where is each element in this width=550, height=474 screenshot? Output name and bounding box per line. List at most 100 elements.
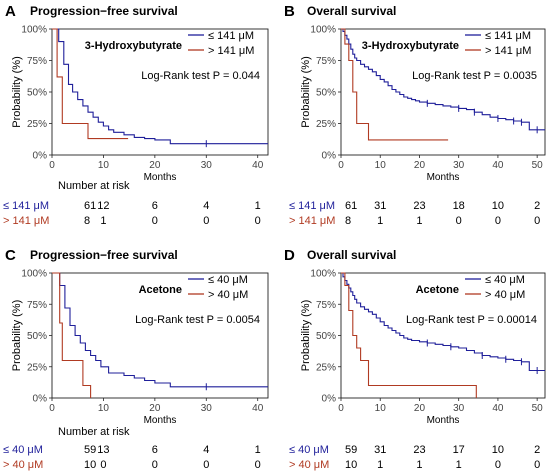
x-tick-label: 0 <box>338 403 344 414</box>
risk-row-label: > 141 μM <box>289 215 335 227</box>
risk-count: 8 <box>345 215 351 227</box>
risk-table-title: Number at risk <box>58 426 130 438</box>
risk-count: 59 <box>345 444 357 456</box>
risk-count: 1 <box>377 215 383 227</box>
risk-count: 13 <box>97 444 109 456</box>
panel-a: A Progression−free survival0%25%50%75%100… <box>3 3 269 227</box>
x-tick-label: 20 <box>414 160 426 171</box>
risk-row-label: ≤ 141 μM <box>3 200 49 212</box>
x-axis-label: Months <box>427 172 460 183</box>
risk-row-label: ≤ 40 μM <box>3 444 43 456</box>
y-tick-label: 100% <box>21 25 47 36</box>
metabolite-label: Acetone <box>416 284 459 296</box>
y-tick-label: 100% <box>21 269 47 280</box>
y-tick-label: 75% <box>27 300 47 311</box>
risk-count: 61 <box>84 200 96 212</box>
y-tick-label: 50% <box>316 88 336 99</box>
risk-count: 59 <box>84 444 96 456</box>
risk-count: 1 <box>416 215 422 227</box>
risk-count: 10 <box>84 459 96 471</box>
risk-count: 23 <box>413 444 425 456</box>
risk-count: 2 <box>534 444 540 456</box>
x-tick-label: 20 <box>414 403 426 414</box>
y-tick-label: 0% <box>33 394 48 405</box>
risk-count: 0 <box>255 459 261 471</box>
panel-title: Overall survival <box>307 4 396 18</box>
y-tick-label: 25% <box>316 119 336 130</box>
x-axis-label: Months <box>427 415 460 426</box>
risk-count: 1 <box>100 215 106 227</box>
y-axis-label: Probability (%) <box>11 300 23 372</box>
metabolite-label: 3-Hydroxybutyrate <box>85 40 182 52</box>
risk-count: 1 <box>456 459 462 471</box>
x-tick-label: 0 <box>338 160 344 171</box>
y-axis-label: Probability (%) <box>300 300 312 372</box>
survival-curve-series-1 <box>341 272 545 372</box>
risk-row-label: > 141 μM <box>3 215 49 227</box>
x-tick-label: 10 <box>375 160 387 171</box>
risk-count: 10 <box>492 444 504 456</box>
metabolite-label: Acetone <box>139 284 182 296</box>
x-tick-label: 10 <box>98 160 110 171</box>
risk-count: 0 <box>152 215 158 227</box>
risk-count: 31 <box>374 200 386 212</box>
x-axis-label: Months <box>144 172 177 183</box>
panel-title: Progression−free survival <box>30 4 178 18</box>
risk-count: 0 <box>456 215 462 227</box>
survival-curve-series-2 <box>341 272 477 398</box>
legend-label: > 141 μM <box>208 45 254 57</box>
y-tick-label: 50% <box>27 88 47 99</box>
survival-curve-series-1 <box>341 28 545 131</box>
x-tick-label: 10 <box>98 403 110 414</box>
metabolite-label: 3-Hydroxybutyrate <box>362 40 459 52</box>
risk-count: 10 <box>492 200 504 212</box>
x-tick-label: 30 <box>453 160 465 171</box>
legend-label: ≤ 40 μM <box>208 274 248 286</box>
survival-curve-series-1 <box>52 272 268 388</box>
panel-letter: D <box>284 247 295 264</box>
risk-count: 1 <box>255 444 261 456</box>
risk-row-label: > 40 μM <box>3 459 43 471</box>
risk-count: 18 <box>453 200 465 212</box>
risk-count: 12 <box>97 200 109 212</box>
y-tick-label: 75% <box>316 300 336 311</box>
logrank-annotation: Log-Rank test P = 0.0054 <box>135 314 260 326</box>
risk-count: 0 <box>100 459 106 471</box>
logrank-annotation: Log-Rank test P = 0.00014 <box>406 314 537 326</box>
x-tick-label: 40 <box>252 160 264 171</box>
survival-curve-series-2 <box>341 28 449 141</box>
panel-letter: A <box>5 3 16 20</box>
risk-count: 1 <box>255 200 261 212</box>
y-tick-label: 100% <box>310 269 336 280</box>
y-tick-label: 75% <box>316 56 336 67</box>
risk-row-label: ≤ 40 μM <box>289 444 329 456</box>
legend-label: > 40 μM <box>485 289 525 301</box>
x-tick-label: 40 <box>492 403 504 414</box>
x-tick-label: 30 <box>201 160 213 171</box>
x-tick-label: 40 <box>492 160 504 171</box>
y-tick-label: 25% <box>316 362 336 373</box>
risk-count: 0 <box>255 215 261 227</box>
risk-count: 4 <box>203 444 209 456</box>
risk-row-label: > 40 μM <box>289 459 329 471</box>
x-tick-label: 30 <box>453 403 465 414</box>
risk-row-label: ≤ 141 μM <box>289 200 335 212</box>
risk-count: 10 <box>345 459 357 471</box>
legend-label: > 40 μM <box>208 289 248 301</box>
x-tick-label: 20 <box>149 160 161 171</box>
panel-c: C Progression−free survival0%25%50%75%100… <box>3 247 269 471</box>
x-tick-label: 0 <box>49 403 55 414</box>
risk-count: 0 <box>534 459 540 471</box>
y-tick-label: 25% <box>27 119 47 130</box>
legend-label: ≤ 40 μM <box>485 274 525 286</box>
risk-count: 1 <box>416 459 422 471</box>
risk-count: 0 <box>203 459 209 471</box>
y-axis-label: Probability (%) <box>300 56 312 128</box>
y-tick-label: 0% <box>322 151 337 162</box>
survival-curve-series-2 <box>52 272 92 398</box>
y-tick-label: 50% <box>316 331 336 342</box>
risk-count: 17 <box>453 444 465 456</box>
panel-title: Overall survival <box>307 248 396 262</box>
